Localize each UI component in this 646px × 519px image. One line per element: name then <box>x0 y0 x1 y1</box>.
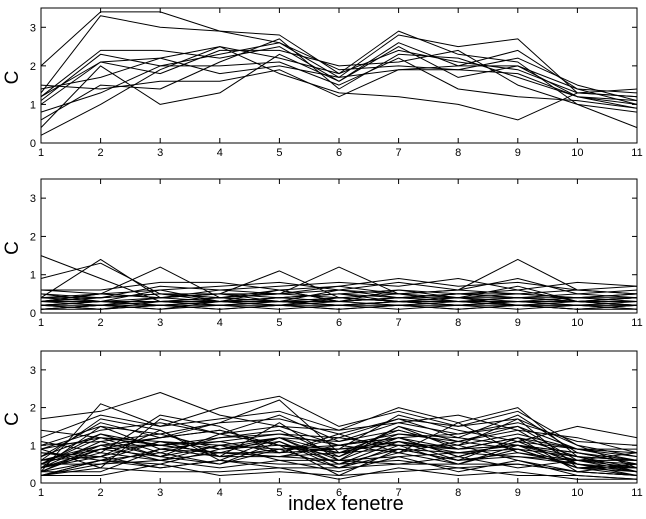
x-tick-label: 4 <box>217 147 223 159</box>
series-line-24 <box>41 293 638 302</box>
y-axis-label: C <box>2 71 23 85</box>
series-line-16 <box>40 414 637 458</box>
series-line-26 <box>40 285 638 299</box>
x-tick-label: 7 <box>396 487 402 499</box>
series-line-21 <box>40 410 638 454</box>
series-line-11 <box>40 49 638 105</box>
x-tick-label: 6 <box>336 147 342 159</box>
series-line-6 <box>40 46 638 136</box>
x-tick-label: 4 <box>217 487 223 499</box>
y-tick-label: 1 <box>30 440 36 452</box>
x-tick-label: 11 <box>631 147 642 159</box>
x-tick-label: 2 <box>98 317 104 329</box>
series-line-2 <box>40 395 638 473</box>
series-line-32 <box>40 437 637 473</box>
series-line-9 <box>40 53 638 109</box>
x-tick-label: 7 <box>396 147 402 159</box>
series-line-5 <box>40 46 638 128</box>
series-line-8 <box>40 278 638 299</box>
x-tick-label: 10 <box>571 317 583 329</box>
series-group <box>40 11 638 136</box>
y-tick-label: 1 <box>30 99 36 111</box>
x-tick-label: 1 <box>38 317 44 329</box>
x-tick-label: 11 <box>631 487 642 499</box>
x-tick-label: 10 <box>571 487 583 499</box>
y-tick-label: 0 <box>30 308 36 320</box>
series-line-36 <box>40 437 638 469</box>
series-line-12 <box>40 38 638 121</box>
y-tick-label: 2 <box>30 61 36 73</box>
x-tick-label: 3 <box>157 317 163 329</box>
x-tick-label: 3 <box>157 487 163 499</box>
x-tick-label: 2 <box>98 147 104 159</box>
series-line-27 <box>41 463 638 480</box>
x-tick-label: 1 <box>38 487 44 499</box>
x-tick-label: 8 <box>455 317 461 329</box>
series-line-7 <box>40 49 638 113</box>
series-group <box>40 392 638 480</box>
series-line-2 <box>40 15 638 98</box>
axes-frame <box>40 178 638 314</box>
y-tick-label: 2 <box>30 403 36 415</box>
x-tick-label: 7 <box>396 317 402 329</box>
series-line-23 <box>41 301 638 306</box>
x-tick-label: 4 <box>217 317 223 329</box>
series-line-35 <box>40 459 638 476</box>
series-line-14 <box>40 429 638 458</box>
series-line-10 <box>40 46 638 105</box>
y-tick-label: 3 <box>30 193 36 205</box>
x-tick-label: 2 <box>98 487 104 499</box>
series-line-6 <box>40 266 637 302</box>
series-line-9 <box>40 278 638 299</box>
axes-frame <box>40 7 638 144</box>
x-tick-label: 5 <box>276 317 282 329</box>
y-tick-label: 1 <box>30 270 36 282</box>
x-tick-label: 1 <box>38 147 44 159</box>
series-line-8 <box>40 57 638 102</box>
x-tick-label: 5 <box>276 147 282 159</box>
series-line-4 <box>40 266 637 302</box>
series-group <box>40 255 638 310</box>
x-tick-label: 9 <box>515 317 521 329</box>
y-tick-label: 3 <box>30 365 36 377</box>
x-tick-label: 9 <box>515 147 521 159</box>
x-tick-label: 11 <box>631 317 642 329</box>
x-tick-label: 3 <box>157 147 163 159</box>
x-tick-label: 6 <box>336 317 342 329</box>
y-axis-label: C <box>2 412 23 426</box>
x-tick-label: 5 <box>276 487 282 499</box>
y-tick-label: 0 <box>30 478 36 490</box>
series-line-5 <box>40 270 638 306</box>
y-tick-label: 0 <box>30 138 36 150</box>
x-tick-label: 6 <box>336 487 342 499</box>
y-tick-label: 2 <box>30 231 36 243</box>
y-tick-label: 3 <box>30 22 36 34</box>
axes-frame <box>40 350 638 484</box>
series-line-4 <box>40 42 638 113</box>
series-line-20 <box>40 285 638 302</box>
series-line-2 <box>40 262 637 306</box>
x-axis-label: index fenetre <box>288 493 404 515</box>
x-tick-label: 9 <box>515 487 521 499</box>
x-tick-label: 8 <box>455 487 461 499</box>
x-tick-label: 8 <box>455 147 461 159</box>
x-tick-label: 10 <box>571 147 583 159</box>
series-line-34 <box>40 433 638 461</box>
series-line-31 <box>41 444 638 476</box>
series-line-28 <box>40 418 638 458</box>
y-axis-label: C <box>2 241 23 255</box>
